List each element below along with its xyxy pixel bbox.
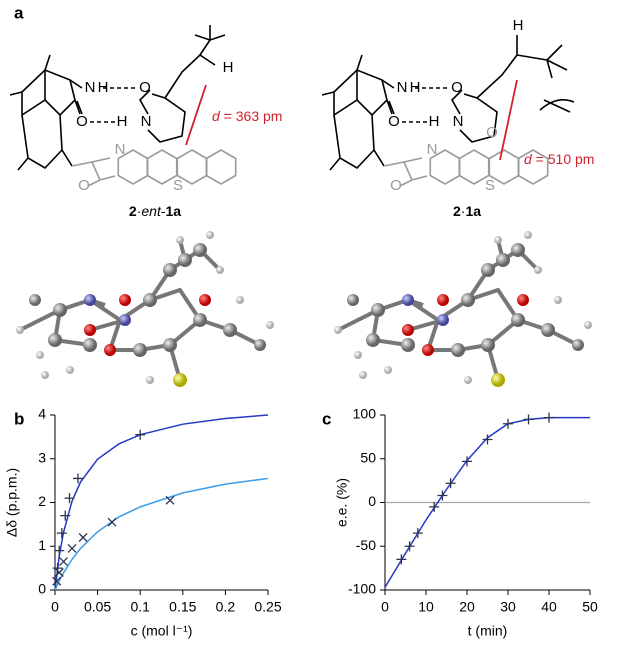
atom: N (115, 141, 126, 158)
y-tick-label: 0 (38, 581, 46, 597)
x-tick-label: 0.1 (130, 599, 150, 615)
compound-label: 2·1a (453, 203, 481, 219)
x-tick-label: 10 (418, 599, 434, 615)
panel-label: c (322, 409, 331, 428)
x-axis-label: c (mol l⁻¹) (131, 623, 193, 639)
x-tick-label: 0 (381, 599, 389, 615)
fit-line (54, 414, 269, 591)
atom: N (397, 79, 408, 96)
text: · (137, 203, 142, 219)
x-tick-label: 0.15 (169, 599, 196, 615)
text: 2 (453, 203, 461, 219)
x-tick-label: 50 (582, 599, 598, 615)
y-tick-label: 3 (38, 449, 46, 465)
atom: O (76, 113, 88, 130)
atom: O (139, 79, 151, 96)
data-point (445, 478, 456, 489)
atom: O (486, 124, 498, 141)
text: ent (141, 203, 162, 219)
panel-label: a (14, 3, 24, 22)
atom: N (453, 113, 464, 130)
text: = 510 pm (532, 151, 595, 167)
text: - (161, 203, 166, 219)
y-axis-label: e.e. (%) (334, 478, 350, 527)
atom: H (98, 79, 109, 96)
data-point (462, 456, 472, 467)
y-tick-label: 4 (38, 406, 46, 422)
x-tick-label: 30 (500, 599, 516, 615)
text: d (212, 108, 221, 124)
x-axis-label: t (min) (468, 623, 508, 639)
data-point (429, 501, 440, 512)
data-point (396, 554, 407, 565)
atom: N (85, 79, 96, 96)
structure: N H O O H N H N O O S d = 510 pm 2·1a (322, 17, 594, 219)
x-tick-label: 40 (541, 599, 557, 615)
y-tick-label: -100 (348, 581, 376, 597)
atom: O (388, 113, 400, 130)
data-point (482, 434, 493, 445)
atom: H (410, 79, 421, 96)
data-point (404, 541, 415, 552)
data-point (412, 528, 423, 539)
data-point (437, 490, 448, 501)
molecular-model (14, 229, 276, 389)
distance-label: d = 363 pm (212, 108, 282, 124)
atom: O (390, 177, 402, 194)
atom: S (173, 177, 183, 194)
text: 2 (129, 203, 137, 219)
text: d (524, 151, 533, 167)
y-tick-label: 0 (368, 493, 376, 509)
x-tick-label: 0.05 (84, 599, 111, 615)
atom: N (427, 141, 438, 158)
data-point (64, 493, 75, 504)
text: = 363 pm (220, 108, 283, 124)
data-point (165, 495, 175, 505)
molecular-model (332, 229, 594, 389)
data-point (56, 528, 67, 539)
text: · (461, 203, 466, 219)
data-point (59, 557, 68, 567)
atom: O (451, 79, 463, 96)
compound-label: 2·ent-1a (129, 203, 181, 219)
atom: S (485, 177, 495, 194)
y-axis-label: Δδ (p.p.m.) (4, 468, 20, 537)
structure: N H O O H N H N O S d = 363 pm 2·ent-1a (10, 25, 282, 219)
data-point (67, 543, 77, 553)
distance-label: d = 510 pm (524, 151, 594, 167)
text: 1a (465, 203, 481, 219)
atom: H (513, 17, 524, 34)
y-tick-label: 2 (38, 493, 46, 509)
data-point (73, 473, 84, 484)
atom: N (141, 113, 152, 130)
atom: H (223, 59, 234, 76)
data-point (78, 533, 88, 542)
atom: H (429, 113, 440, 130)
data-point (54, 568, 64, 577)
x-tick-label: 0.25 (254, 599, 281, 615)
x-tick-label: 0.2 (216, 599, 236, 615)
data-point (135, 429, 146, 440)
atom: H (117, 113, 128, 130)
atom: O (78, 177, 90, 194)
data-point (52, 576, 62, 586)
data-point (544, 412, 554, 423)
y-tick-label: 50 (360, 449, 376, 465)
data-point (107, 517, 117, 527)
data-point (503, 418, 513, 429)
x-tick-label: 20 (459, 599, 475, 615)
y-tick-label: 1 (38, 537, 46, 553)
data-point (523, 414, 534, 425)
text: 1a (166, 203, 182, 219)
y-tick-label: -50 (356, 537, 376, 553)
data-point (60, 510, 71, 521)
x-tick-label: 0 (51, 599, 59, 615)
panel-label: b (14, 409, 24, 428)
y-tick-label: 100 (353, 406, 377, 422)
data-point (54, 545, 65, 556)
